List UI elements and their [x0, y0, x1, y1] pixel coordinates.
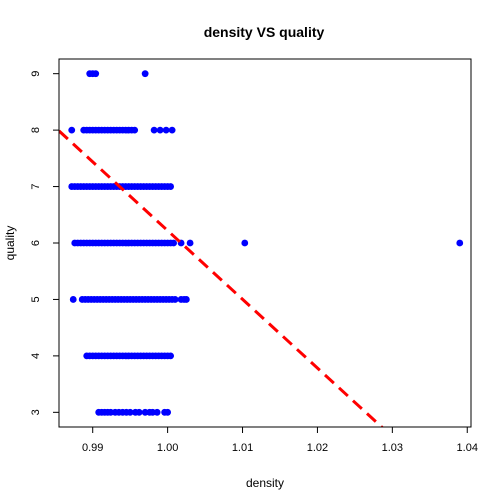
x-tick-label: 1.01 — [232, 442, 253, 454]
data-point — [168, 126, 176, 134]
data-point — [68, 126, 76, 134]
y-tick-label: 8 — [30, 127, 42, 133]
x-tick-label: 1.02 — [307, 442, 328, 454]
data-point — [164, 408, 172, 416]
data-point — [135, 408, 143, 416]
y-axis-label: quality — [3, 226, 17, 261]
y-tick-label: 6 — [30, 240, 42, 246]
data-point — [456, 239, 464, 247]
data-point — [141, 70, 149, 78]
y-tick-label: 4 — [30, 353, 42, 359]
x-tick-label: 0.99 — [82, 442, 103, 454]
data-point — [170, 239, 178, 247]
data-point — [69, 296, 77, 303]
data-point — [150, 126, 158, 134]
data-point — [186, 239, 194, 247]
plot-frame — [58, 58, 472, 428]
data-point — [167, 352, 175, 360]
data-point — [241, 239, 249, 247]
y-axis-ticks: 3 4 5 6 7 8 9 — [30, 71, 59, 415]
data-point — [162, 126, 170, 134]
y-tick-label: 5 — [30, 296, 42, 302]
data-point — [126, 408, 134, 416]
chart-title: density VS quality — [204, 24, 325, 40]
x-tick-label: 1.04 — [457, 442, 478, 454]
data-point — [156, 126, 164, 134]
scatter-points — [68, 70, 464, 416]
y-tick-label: 7 — [30, 183, 42, 189]
data-point — [92, 70, 100, 78]
data-point — [167, 183, 175, 190]
data-point — [171, 296, 179, 303]
data-point — [153, 408, 161, 416]
data-point — [131, 126, 139, 134]
x-axis-ticks: 0.99 1.00 1.01 1.02 1.03 1.04 — [82, 427, 478, 454]
y-tick-label: 3 — [30, 409, 42, 415]
x-tick-label: 1.03 — [382, 442, 403, 454]
x-tick-label: 1.00 — [157, 442, 178, 454]
data-point — [182, 296, 190, 303]
y-tick-label: 9 — [30, 71, 42, 77]
x-axis-label: density — [246, 476, 284, 490]
